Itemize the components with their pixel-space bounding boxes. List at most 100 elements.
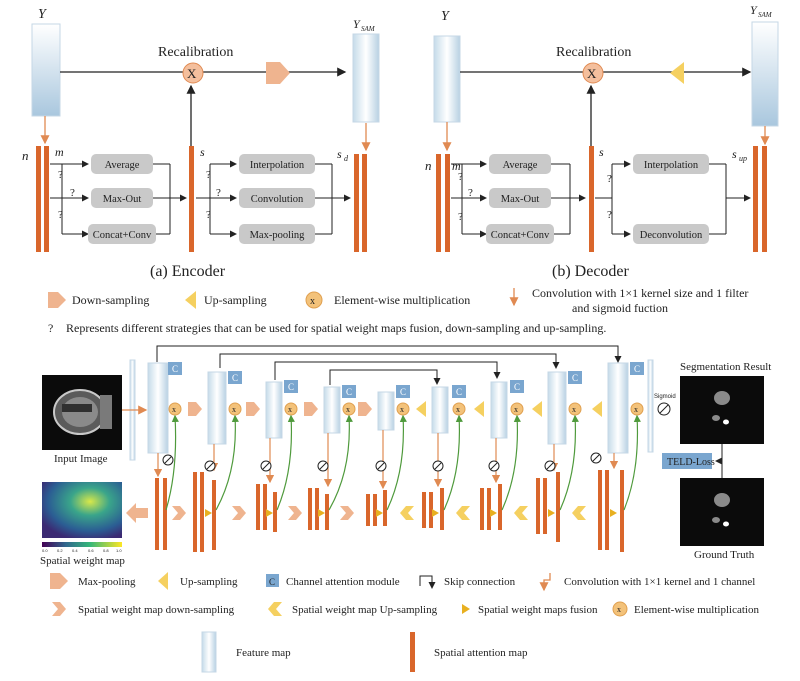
enc-feature-map-3 — [265, 381, 283, 439]
segmentation-result-image — [680, 376, 764, 444]
ground-truth-image — [680, 478, 764, 546]
decoder-q-4: ? — [607, 173, 612, 185]
channel-attention-8 — [568, 371, 582, 384]
decoder-sup-bar-1 — [753, 146, 758, 252]
channel-attention-7 — [510, 380, 524, 393]
legend-mult-label: Element-wise multiplication — [334, 293, 470, 307]
encoder-concat-label: Concat+Conv — [93, 230, 152, 241]
decoder-y-label: Y — [441, 9, 451, 24]
encoder-panel: Y Recalibration X Y SAM n m ? ? ? Averag… — [22, 7, 380, 280]
encoder-maxpool-box — [239, 224, 315, 244]
sigmoid-label: Sigmoid — [654, 394, 676, 400]
dec-feature-map-1 — [431, 386, 449, 434]
encoder-q-5: ? — [216, 187, 221, 199]
encoder-average-label: Average — [105, 160, 140, 171]
decoder-s-label: s — [599, 145, 604, 159]
encoder-input-feature-map — [31, 23, 61, 117]
decoder-deconvolution-label: Deconvolution — [640, 230, 703, 241]
c-label-6: C — [456, 387, 462, 397]
legend-down-label: Down-sampling — [72, 293, 149, 307]
colorbar-tick-1: 0.2 — [57, 548, 63, 553]
channel-attention-3 — [284, 380, 298, 393]
encoder-q-1: ? — [58, 169, 63, 181]
channel-att-legend-icon — [266, 574, 279, 587]
decoder-maxout-box — [489, 188, 551, 208]
channel-attention-4 — [342, 385, 356, 398]
legend-conv-line2: and sigmoid fuction — [572, 301, 668, 315]
decoder-average-label: Average — [503, 160, 538, 171]
segmentation-title: Segmentation Result — [680, 361, 771, 373]
swm-up-legend-icon — [268, 602, 282, 616]
spatial-weight-map-caption: Spatial weight map — [40, 555, 125, 567]
skip-legend-icon — [419, 575, 436, 589]
encoder-ysam-label: Y — [353, 17, 361, 31]
x-label-9: x — [634, 405, 638, 414]
legend-upsampling: Up-sampling — [180, 576, 238, 588]
input-image-caption: Input Image — [54, 453, 108, 465]
encoder-convolution-label: Convolution — [251, 194, 304, 205]
decoder-deconvolution-box — [633, 224, 709, 244]
encoder-sd-label: s — [337, 147, 342, 161]
encoder-q-3: ? — [58, 209, 63, 221]
x-label-3: x — [288, 405, 292, 414]
decoder-multiply-icon — [582, 62, 604, 84]
encoder-s-label: s — [200, 145, 205, 159]
decoder-q-2: ? — [468, 187, 473, 199]
dec-feature-map-4 — [607, 362, 629, 454]
top-legend: Down-sampling Up-sampling x Element-wise… — [48, 286, 748, 335]
colorbar-tick-5: 1.0 — [116, 548, 122, 553]
encoder-maxout-box — [91, 188, 153, 208]
conv1-legend-icon — [539, 573, 551, 592]
encoder-concat-box — [88, 224, 156, 244]
decoder-interpolation-box — [633, 154, 709, 174]
x-label-1: x — [172, 405, 176, 414]
channel-attention-5 — [396, 385, 410, 398]
encoder-attention-bar-1 — [36, 146, 41, 252]
dec-feature-map-2 — [490, 381, 508, 439]
x-label-6: x — [456, 405, 460, 414]
x-label-8: x — [572, 405, 576, 414]
decoder-q-1: ? — [458, 171, 463, 183]
decoder-sup-sub: up — [739, 154, 747, 163]
c-label-5: C — [400, 387, 406, 397]
spatial-att-legend-icon — [410, 632, 415, 672]
decoder-q-3: ? — [458, 211, 463, 223]
bottleneck-feature-map — [377, 391, 395, 431]
legend-swm-fusion: Spatial weight maps fusion — [478, 604, 598, 616]
encoder-q-4: ? — [206, 169, 211, 181]
legend-swm-down: Spatial weight map down-sampling — [78, 604, 235, 616]
decoder-q-5: ? — [607, 209, 612, 221]
decoder-m-label: m — [452, 159, 461, 173]
legend-feature-map: Feature map — [236, 647, 291, 659]
maxpool-legend-icon — [50, 573, 68, 589]
elem-mult-legend-icon — [612, 601, 628, 617]
upsampling-legend-icon — [185, 291, 196, 309]
decoder-multiply-symbol: X — [587, 66, 597, 81]
x-label-4: x — [346, 405, 350, 414]
decoder-concat-label: Concat+Conv — [491, 230, 550, 241]
colorbar — [42, 542, 122, 547]
dec-feature-map-3 — [547, 371, 567, 445]
enc-feature-map-2 — [207, 371, 227, 445]
c-label-1: C — [172, 364, 178, 374]
encoder-maxout-label: Max-Out — [103, 194, 142, 205]
decoder-sup-bar-2 — [762, 146, 767, 252]
c-label-9: C — [634, 364, 640, 374]
network-panel: Input Image 0.0 0.2 0.4 0.6 0.8 1.0 Spat… — [40, 345, 771, 567]
channel-attention-2 — [228, 371, 242, 384]
teld-loss-box — [662, 453, 712, 469]
encoder-multiply-symbol: X — [187, 66, 197, 81]
encoder-interpolation-box — [239, 154, 315, 174]
legend-question-note: Represents different strategies that can… — [66, 321, 606, 335]
bottom-legend: Max-pooling Up-sampling C Channel attent… — [50, 572, 759, 673]
decoder-panel: Y Recalibration X Y SAM n m ? ? ? Averag… — [425, 3, 779, 280]
encoder-n-label: n — [22, 148, 29, 163]
ground-truth-caption: Ground Truth — [694, 549, 755, 561]
swm-fusion-legend-icon — [462, 604, 470, 614]
decoder-interpolation-label: Interpolation — [644, 160, 699, 171]
upsampling2-legend-icon — [158, 572, 168, 590]
decoder-attention-bar-1 — [436, 154, 441, 252]
x-label-5: x — [400, 405, 404, 414]
colorbar-tick-4: 0.8 — [103, 548, 109, 553]
colorbar-tick-2: 0.4 — [72, 548, 78, 553]
